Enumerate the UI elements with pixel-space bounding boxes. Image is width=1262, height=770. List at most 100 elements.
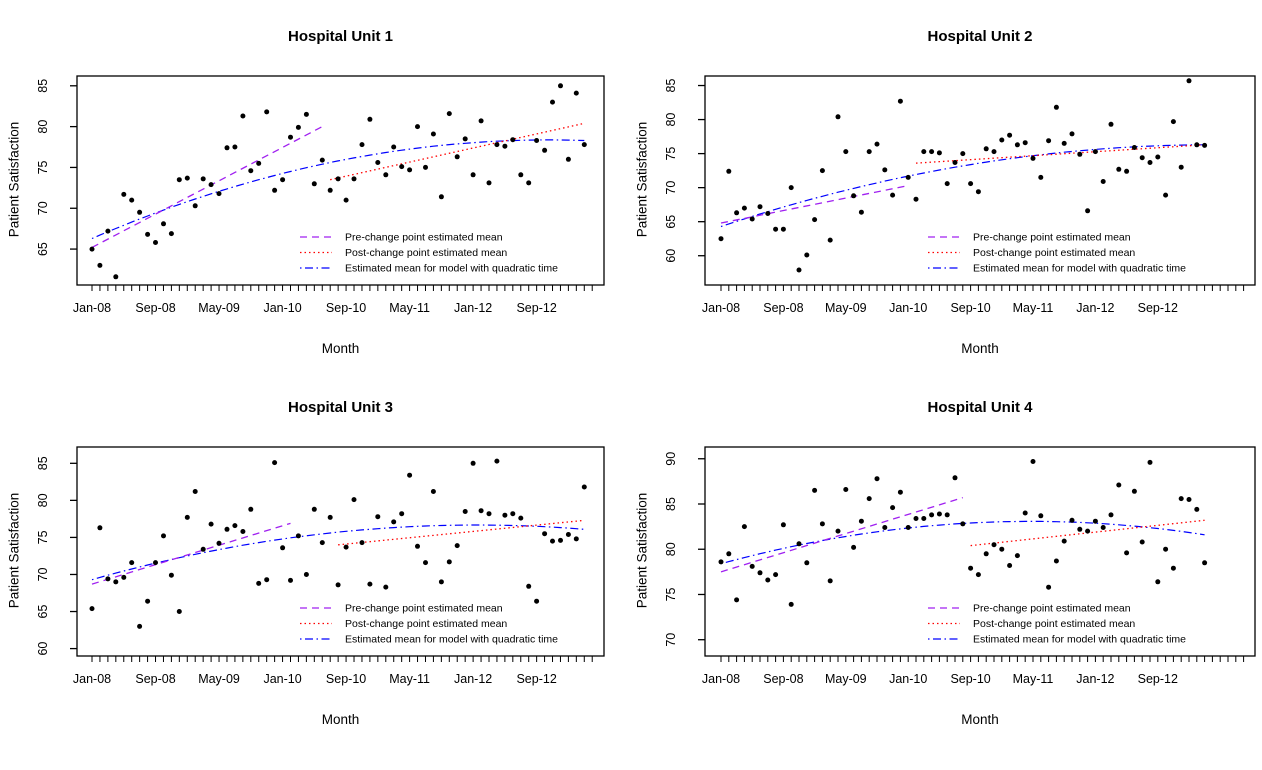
data-point bbox=[558, 83, 563, 89]
data-point bbox=[780, 522, 786, 528]
data-point bbox=[960, 521, 966, 527]
data-point bbox=[494, 458, 500, 464]
data-point bbox=[534, 598, 540, 604]
data-point bbox=[288, 134, 293, 140]
data-point bbox=[1014, 553, 1020, 559]
data-point bbox=[788, 601, 794, 607]
data-point bbox=[1155, 154, 1161, 160]
data-point bbox=[311, 181, 317, 187]
x-tick-label: May-11 bbox=[1013, 672, 1054, 686]
data-point bbox=[478, 508, 484, 514]
data-point bbox=[1147, 459, 1153, 465]
x-tick-label: Jan-10 bbox=[263, 301, 301, 315]
x-tick-label: Sep-08 bbox=[763, 301, 803, 315]
y-tick-label: 85 bbox=[36, 456, 50, 470]
y-tick-label: 70 bbox=[664, 181, 678, 195]
data-point bbox=[913, 516, 919, 521]
data-point bbox=[438, 194, 444, 200]
legend-label: Pre-change point estimated mean bbox=[345, 232, 503, 244]
data-point bbox=[502, 512, 508, 518]
data-point bbox=[757, 570, 763, 576]
data-point bbox=[526, 583, 532, 589]
x-tick-label: May-11 bbox=[389, 672, 430, 686]
data-point bbox=[765, 211, 771, 216]
data-point bbox=[1124, 550, 1130, 556]
data-point bbox=[1046, 584, 1052, 590]
data-point bbox=[510, 137, 516, 143]
data-point bbox=[200, 176, 206, 182]
data-point bbox=[486, 511, 492, 517]
x-axis-label-unit-4: Month bbox=[961, 712, 999, 727]
data-point bbox=[295, 533, 301, 539]
data-point bbox=[438, 579, 444, 585]
data-point bbox=[145, 231, 151, 237]
y-tick-label: 75 bbox=[36, 530, 50, 544]
x-tick-label: May-11 bbox=[389, 301, 430, 315]
data-point bbox=[718, 559, 724, 565]
x-tick-label: Sep-10 bbox=[326, 301, 366, 315]
x-tick-label: Sep-12 bbox=[1138, 672, 1178, 686]
data-point bbox=[1053, 104, 1059, 110]
data-point bbox=[153, 240, 158, 245]
data-point bbox=[960, 151, 966, 157]
y-axis-ticks-unit-4: 70 75 80 85 90 bbox=[664, 452, 705, 647]
x-axis-ticks-unit-2: Jan-08 Sep-08 May-09 Jan-10 Sep-10 May-11 Jan-… bbox=[702, 285, 1245, 315]
data-point bbox=[375, 160, 381, 165]
data-point bbox=[765, 577, 771, 583]
data-point bbox=[383, 584, 389, 590]
data-point bbox=[726, 168, 732, 174]
data-point bbox=[430, 489, 436, 494]
data-point bbox=[1069, 131, 1075, 137]
data-point bbox=[1022, 140, 1028, 146]
data-point bbox=[534, 138, 540, 143]
data-point bbox=[1202, 142, 1208, 148]
data-point bbox=[161, 221, 166, 227]
x-tick-label: Jan-08 bbox=[702, 301, 740, 315]
legend-label: Post-change point estimated mean bbox=[973, 247, 1135, 259]
legend-label: Pre-change point estimated mean bbox=[973, 603, 1131, 615]
y-tick-label: 65 bbox=[664, 215, 678, 229]
data-point bbox=[184, 514, 190, 520]
x-tick-label: May-09 bbox=[825, 672, 867, 686]
y-tick-label: 70 bbox=[36, 201, 50, 215]
data-point bbox=[573, 536, 579, 542]
data-point bbox=[952, 160, 958, 165]
data-point bbox=[542, 147, 548, 153]
data-point bbox=[399, 511, 405, 517]
data-point bbox=[581, 142, 587, 148]
data-point bbox=[1186, 78, 1192, 84]
data-point bbox=[1194, 142, 1200, 148]
data-point bbox=[983, 551, 989, 557]
data-point bbox=[827, 237, 833, 243]
x-tick-label: Jan-10 bbox=[889, 301, 927, 315]
data-point bbox=[232, 144, 238, 150]
data-point bbox=[1030, 459, 1036, 464]
data-point bbox=[1170, 565, 1176, 571]
data-point bbox=[129, 560, 135, 566]
data-point bbox=[502, 143, 508, 149]
data-point bbox=[454, 154, 460, 160]
data-point bbox=[518, 515, 524, 521]
x-axis-label-unit-3: Month bbox=[321, 712, 360, 727]
data-point bbox=[113, 274, 119, 280]
y-tick-label: 70 bbox=[664, 633, 678, 647]
data-point bbox=[200, 546, 206, 552]
plot-frame-unit-4 bbox=[704, 446, 1256, 657]
x-tick-label: Sep-12 bbox=[1138, 301, 1178, 315]
x-tick-label: Sep-08 bbox=[135, 672, 175, 686]
data-point bbox=[1007, 563, 1013, 568]
data-point bbox=[983, 146, 989, 152]
data-point bbox=[890, 192, 896, 198]
data-point bbox=[176, 609, 182, 614]
quadratic-mean-line-unit-4 bbox=[720, 520, 1205, 565]
legend-unit-3: Pre-change point estimated mean Post-chan… bbox=[300, 603, 558, 646]
data-point bbox=[780, 226, 786, 232]
data-point bbox=[827, 578, 833, 584]
data-point bbox=[391, 519, 397, 525]
y-axis-ticks-unit-2: 60 65 70 75 80 85 bbox=[664, 79, 705, 263]
data-point bbox=[897, 489, 903, 495]
y-tick-label: 85 bbox=[664, 497, 678, 511]
x-tick-label: Jan-10 bbox=[889, 672, 927, 686]
data-point bbox=[343, 544, 349, 550]
